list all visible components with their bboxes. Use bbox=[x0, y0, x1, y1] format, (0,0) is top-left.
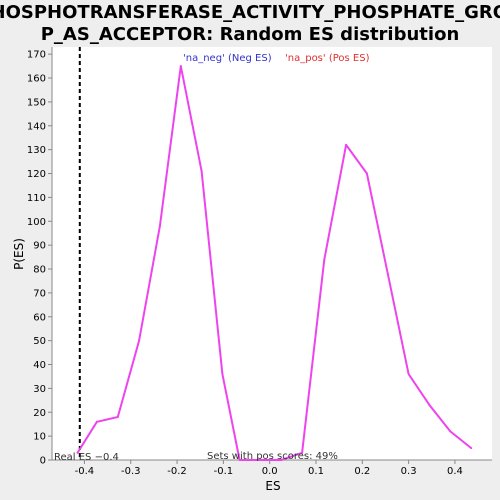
legend-pos-label: 'na_pos' (Pos ES) bbox=[285, 53, 370, 64]
data-point bbox=[366, 173, 368, 175]
y-tick-label: 150 bbox=[27, 97, 46, 108]
data-point bbox=[96, 421, 98, 423]
data-point bbox=[387, 273, 389, 275]
data-point bbox=[345, 144, 347, 146]
y-tick-label: 60 bbox=[33, 312, 46, 323]
chart-title-line-2: P_AS_ACCEPTOR: Random ES distribution bbox=[41, 24, 460, 45]
chart-title: PHOSPHOTRANSFERASE_ACTIVITY_PHOSPHATE_GR… bbox=[0, 2, 500, 45]
y-tick-label: 90 bbox=[33, 241, 46, 252]
x-tick-label: -0.2 bbox=[167, 466, 187, 477]
y-tick-label: 130 bbox=[27, 145, 46, 156]
data-point bbox=[323, 258, 325, 260]
data-point bbox=[221, 373, 223, 375]
y-tick-label: 30 bbox=[33, 384, 46, 395]
y-tick-label: 120 bbox=[27, 169, 46, 180]
data-point bbox=[201, 170, 203, 172]
chart-title-line-1: PHOSPHOTRANSFERASE_ACTIVITY_PHOSPHATE_GR… bbox=[0, 2, 500, 23]
y-tick-label: 50 bbox=[33, 336, 46, 347]
y-tick-label: 80 bbox=[33, 265, 46, 276]
data-point bbox=[470, 447, 472, 449]
data-point bbox=[449, 430, 451, 432]
y-tick-label: 10 bbox=[33, 432, 46, 443]
x-tick-label: 0.1 bbox=[308, 466, 324, 477]
data-point bbox=[138, 340, 140, 342]
x-tick-label: 0.2 bbox=[354, 466, 370, 477]
x-tick-label: 0.3 bbox=[401, 466, 417, 477]
y-tick-label: 70 bbox=[33, 288, 46, 299]
y-tick-label: 110 bbox=[27, 193, 46, 204]
x-tick-label: 0.0 bbox=[262, 466, 278, 477]
x-tick-label: 0.4 bbox=[447, 466, 463, 477]
y-tick-label: 20 bbox=[33, 408, 46, 419]
data-point bbox=[408, 373, 410, 375]
legend-neg-label: 'na_neg' (Neg ES) bbox=[183, 53, 272, 64]
x-tick-label: -0.1 bbox=[214, 466, 234, 477]
y-tick-label: 100 bbox=[27, 217, 46, 228]
x-tick-label: -0.4 bbox=[75, 466, 95, 477]
data-point bbox=[117, 416, 119, 418]
plot-area bbox=[52, 47, 492, 460]
pos-scores-annotation: Sets with pos scores: 49% bbox=[207, 451, 338, 462]
x-axis-label: ES bbox=[265, 479, 280, 493]
data-point bbox=[428, 404, 430, 406]
y-tick-label: 0 bbox=[40, 456, 46, 467]
y-tick-label: 140 bbox=[27, 121, 46, 132]
x-axis-ticks: -0.4 -0.3 -0.2 -0.1 0.0 0.1 0.2 0.3 0.4 bbox=[75, 460, 463, 477]
y-tick-label: 40 bbox=[33, 360, 46, 371]
y-axis-ticks: 0 10 20 30 40 50 60 70 80 90 100 110 120 130 140 150 160… bbox=[27, 50, 52, 467]
data-point bbox=[180, 65, 182, 67]
real-es-annotation: Real ES −0.4 bbox=[54, 452, 119, 463]
y-axis-label: P(ES) bbox=[12, 238, 26, 270]
y-tick-label: 160 bbox=[27, 74, 46, 85]
x-tick-label: -0.3 bbox=[121, 466, 141, 477]
y-tick-label: 170 bbox=[27, 50, 46, 61]
data-point bbox=[159, 225, 161, 227]
